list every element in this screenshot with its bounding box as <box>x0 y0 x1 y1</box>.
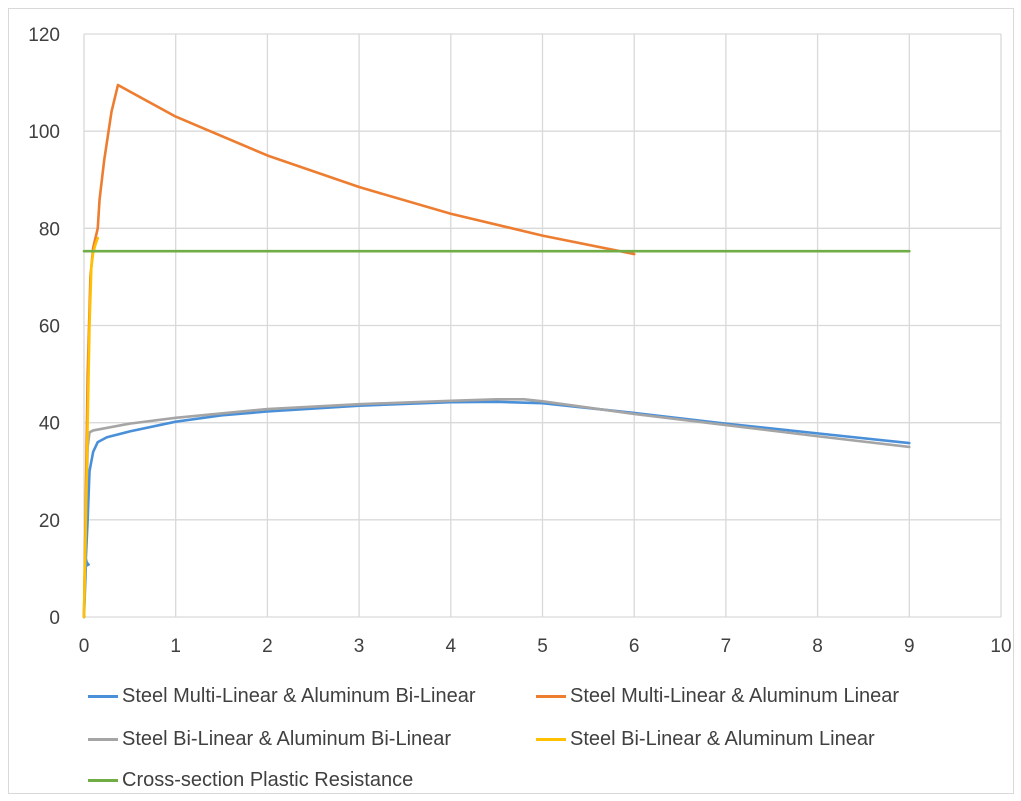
y-tick-label: 0 <box>49 608 60 629</box>
x-tick-label: 9 <box>904 636 915 657</box>
x-tick-label: 2 <box>262 636 273 657</box>
x-tick-label: 0 <box>79 636 90 657</box>
x-tick-label: 10 <box>990 636 1011 657</box>
y-tick-label: 120 <box>28 25 60 46</box>
y-tick-label: 60 <box>39 317 60 338</box>
series-line-1 <box>82 400 911 619</box>
series-line-3 <box>82 398 911 619</box>
x-tick-label: 1 <box>170 636 181 657</box>
y-tick-label: 80 <box>39 219 60 240</box>
y-tick-label: 100 <box>28 122 60 143</box>
x-tick-label: 3 <box>354 636 365 657</box>
x-tick-label: 8 <box>812 636 823 657</box>
y-tick-label: 40 <box>39 414 60 435</box>
x-tick-label: 6 <box>629 636 640 657</box>
x-tick-label: 5 <box>537 636 548 657</box>
y-tick-label: 20 <box>39 511 60 532</box>
x-tick-label: 4 <box>446 636 457 657</box>
chart-frame <box>8 8 1014 794</box>
x-tick-label: 7 <box>721 636 732 657</box>
series-line-4 <box>82 236 100 619</box>
gridlines <box>83 33 1002 618</box>
series-lines <box>82 83 911 619</box>
